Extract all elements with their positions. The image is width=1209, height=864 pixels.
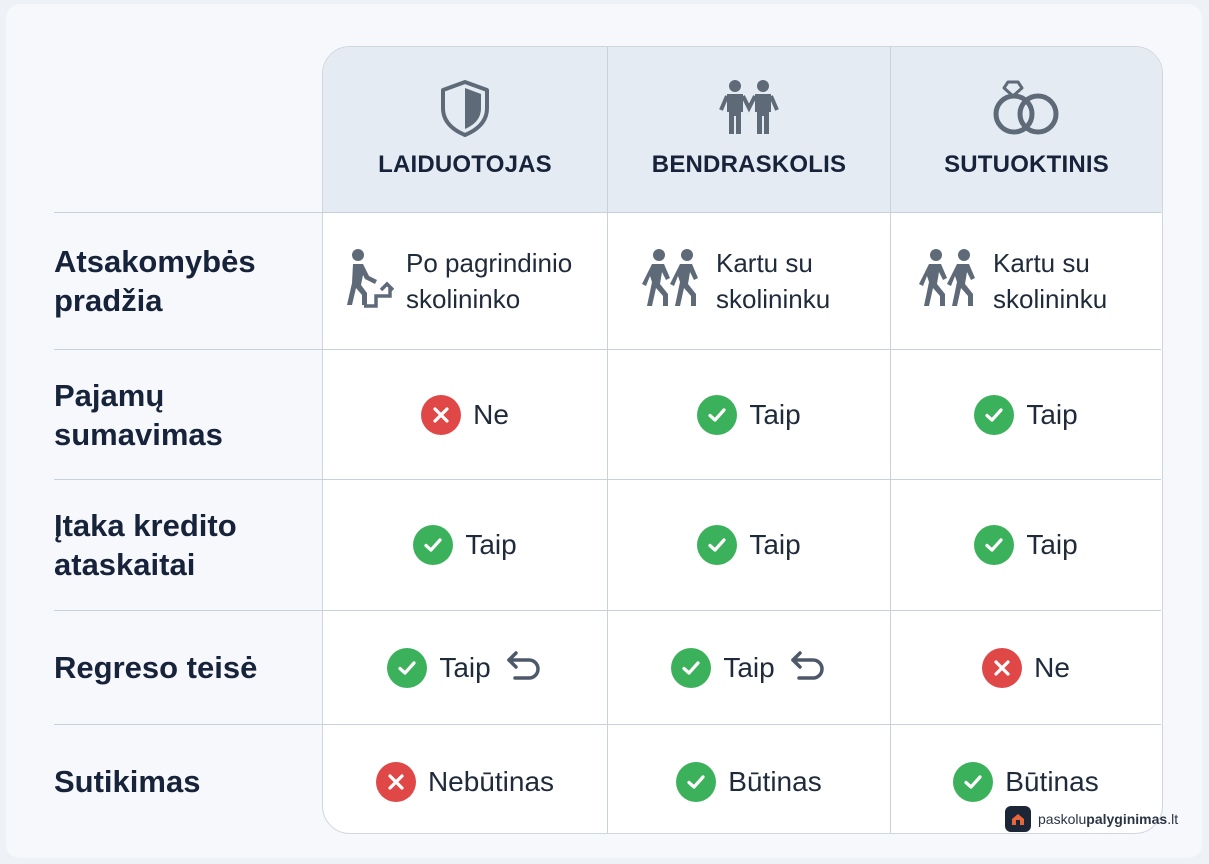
cell-text: Kartu su skolininku (993, 248, 1108, 314)
cell-text: Būtinas (1005, 765, 1099, 797)
shield-icon (437, 77, 493, 139)
cell-recourse-bendraskolis: Taip (608, 611, 890, 724)
cell-income-bendraskolis: Taip (608, 350, 890, 479)
cell-income-laiduotojas: Ne (323, 350, 607, 479)
row-divider (54, 212, 1161, 213)
row-divider (54, 349, 1161, 350)
column-divider (890, 47, 891, 833)
cell-credit-laiduotojas: Taip (323, 480, 607, 610)
cell-responsibility-laiduotojas: Po pagrindinio skolininko (323, 213, 607, 349)
row-label-responsibility-start: Atsakomybės pradžia (54, 244, 256, 318)
cell-text: Taip (749, 529, 801, 560)
cell-text: Kartu su skolininku (716, 248, 831, 314)
cross-icon (982, 647, 1023, 688)
cell-text: Po pagrindinio skolininko (406, 248, 573, 314)
column-title: SUTUOKTINIS (944, 151, 1109, 178)
two-people-walking-icon (919, 248, 981, 315)
brand-prefix: paskolu (1038, 811, 1087, 827)
cell-text: Taip (723, 651, 775, 683)
person-stairs-icon (344, 248, 395, 315)
cell-text: Taip (749, 398, 801, 430)
return-arrow-icon (787, 650, 827, 686)
column-header-laiduotojas: LAIDUOTOJAS (323, 47, 607, 213)
cell-responsibility-bendraskolis: Kartu su skolininku (608, 213, 890, 349)
cell-text: Taip (465, 529, 517, 560)
return-arrow-icon (503, 650, 543, 686)
cell-text: Būtinas (728, 765, 822, 797)
check-icon (974, 525, 1015, 565)
wedding-rings-icon (990, 77, 1064, 139)
cell-responsibility-sutuoktinis: Kartu su skolininku (891, 213, 1161, 349)
cell-text: Taip (439, 651, 491, 683)
column-title: LAIDUOTOJAS (378, 151, 552, 178)
check-icon (387, 647, 428, 688)
cell-text: Ne (1034, 651, 1070, 683)
brand-watermark: paskolu palyginimas .lt (1005, 806, 1178, 832)
cell-consent-laiduotojas: Nebūtinas (323, 725, 607, 838)
brand-bold: palyginimas (1086, 811, 1168, 827)
comparison-table: LAIDUOTOJAS BENDRASKOLIS SUTUOKTINIS (322, 46, 1163, 834)
column-header-sutuoktinis: SUTUOKTINIS (891, 47, 1162, 213)
cell-credit-sutuoktinis: Taip (891, 480, 1161, 610)
cross-icon (375, 761, 416, 802)
brand-suffix: .lt (1167, 811, 1179, 827)
cell-text: Nebūtinas (427, 765, 555, 797)
row-label-credit-report-impact: Įtaka kredito ataskaitai (54, 508, 237, 582)
cell-text: Ne (473, 398, 509, 430)
house-logo-icon (1005, 806, 1031, 832)
cell-recourse-sutuoktinis: Ne (891, 611, 1161, 724)
row-label-income-summing: Pajamų sumavimas (54, 377, 223, 452)
row-divider (54, 724, 1161, 725)
column-title: BENDRASKOLIS (651, 151, 847, 178)
cross-icon (421, 394, 462, 435)
column-divider (607, 47, 608, 833)
row-divider (54, 479, 1161, 480)
two-people-walking-icon (642, 248, 704, 315)
two-people-holding-hands-icon (717, 77, 781, 139)
cell-consent-sutuoktinis: Būtinas (891, 725, 1161, 838)
cell-income-sutuoktinis: Taip (891, 350, 1161, 479)
cell-recourse-laiduotojas: Taip (323, 611, 607, 724)
check-icon (676, 761, 717, 802)
column-header-bendraskolis: BENDRASKOLIS (608, 47, 890, 213)
check-icon (953, 761, 994, 802)
cell-consent-bendraskolis: Būtinas (608, 725, 890, 838)
cell-text: Taip (1026, 398, 1078, 430)
row-label-recourse-right: Regreso teisė (54, 650, 258, 685)
row-label-consent: Sutikimas (54, 764, 201, 799)
cell-text: Taip (1026, 529, 1078, 560)
check-icon (671, 647, 712, 688)
check-icon (413, 525, 454, 565)
check-icon (697, 394, 738, 435)
cell-credit-bendraskolis: Taip (608, 480, 890, 610)
check-icon (697, 525, 738, 565)
row-divider (54, 610, 1161, 611)
check-icon (974, 394, 1015, 435)
